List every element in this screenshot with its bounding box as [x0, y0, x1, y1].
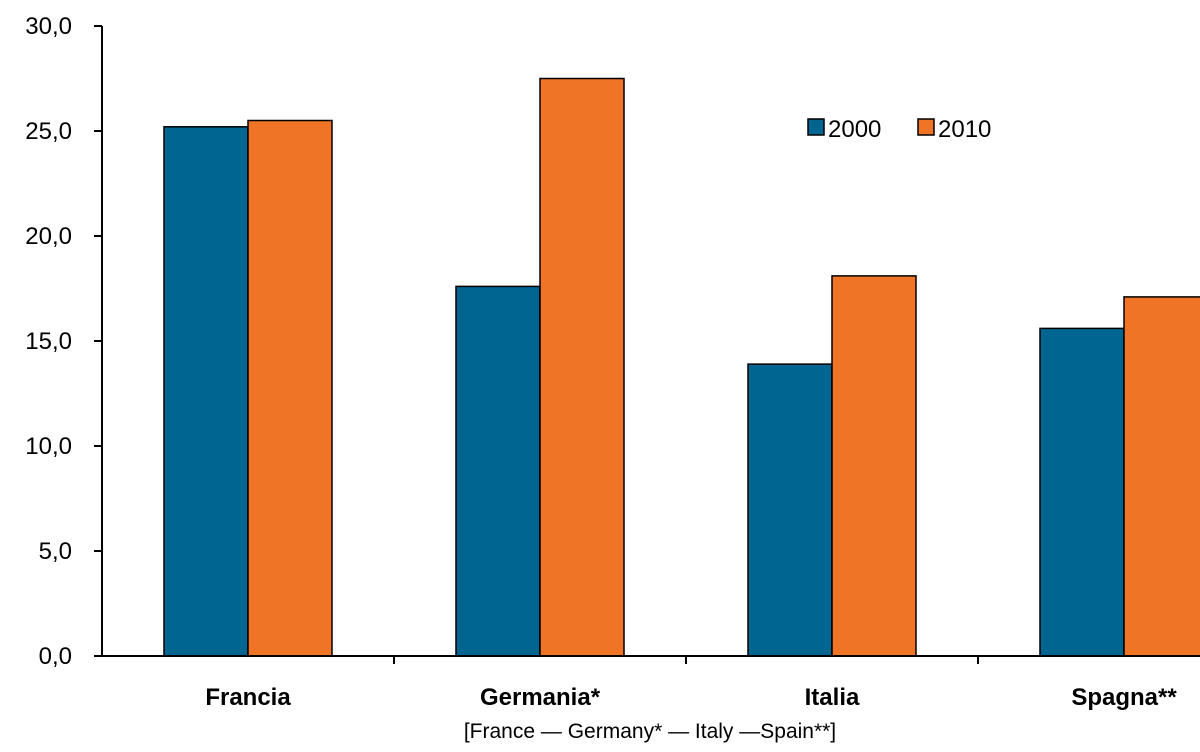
- category-label: Germania*: [480, 684, 601, 711]
- y-tick-label: 20,0: [25, 223, 72, 250]
- y-tick-label: 10,0: [25, 433, 72, 460]
- y-tick-label: 30,0: [25, 13, 72, 40]
- y-tick-label: 25,0: [25, 118, 72, 145]
- category-label: Spagna**: [1071, 684, 1177, 711]
- bars-layer: [163, 77, 1200, 657]
- bar-spagna-2000: [1039, 327, 1125, 657]
- y-tick-label: 5,0: [39, 538, 72, 565]
- y-tick-label: 15,0: [25, 328, 72, 355]
- legend-swatch-2000: [807, 118, 825, 136]
- bar-germania-2010: [539, 77, 625, 657]
- bar-francia-2010: [247, 119, 333, 657]
- bar-italia-2010: [831, 275, 917, 657]
- legend-label-2010: 2010: [938, 116, 991, 143]
- category-label: Francia: [205, 684, 291, 711]
- caption: [France — Germany* — Italy —Spain**]: [464, 720, 836, 743]
- bar-italia-2000: [747, 363, 833, 657]
- y-tick-label: 0,0: [39, 643, 72, 670]
- axes-layer: 0,0 5,0 10,0 15,0 20,0 25,0 30,0 Francia Germani…: [25, 13, 1200, 711]
- legend: 2000 2010: [807, 116, 991, 143]
- legend-label-2000: 2000: [828, 116, 881, 143]
- category-label: Italia: [805, 684, 860, 711]
- bar-francia-2000: [163, 126, 249, 657]
- bar-spagna-2010: [1123, 296, 1200, 657]
- bar-germania-2000: [455, 285, 541, 657]
- legend-swatch-2010: [917, 118, 935, 136]
